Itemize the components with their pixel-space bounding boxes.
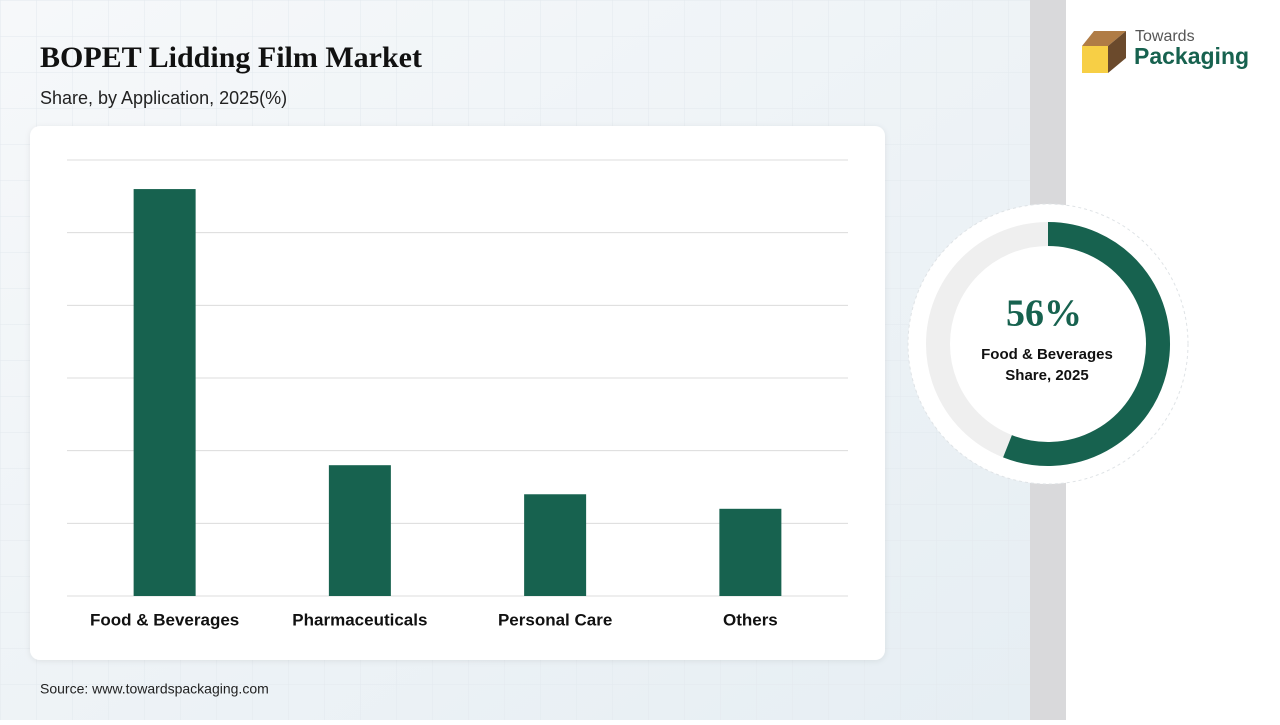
chart-card	[30, 126, 885, 660]
logo-top: Towards	[1135, 28, 1195, 45]
source: Source: www.towardspackaging.com	[40, 681, 269, 697]
donut-arc	[1003, 222, 1170, 466]
logo-box-side	[1108, 31, 1126, 73]
title: BOPET Lidding Film Market	[40, 41, 422, 74]
bar	[328, 465, 391, 596]
x-tick-label: Personal Care	[498, 610, 612, 629]
x-tick-label: Others	[723, 610, 778, 629]
bar	[133, 189, 196, 597]
logo-bottom: Packaging	[1134, 43, 1249, 69]
donut-label: Share, 2025	[1005, 367, 1088, 384]
logo-box-front	[1082, 46, 1108, 73]
x-tick-label: Pharmaceuticals	[292, 610, 427, 629]
logo-box-top	[1082, 31, 1126, 46]
logo: Towards Packaging	[1082, 28, 1249, 73]
donut-label: Food & Beverages	[981, 346, 1113, 363]
donut-value-label: 56%	[1006, 293, 1082, 335]
bar	[524, 494, 587, 596]
subtitle: Share, by Application, 2025(%)	[40, 88, 287, 108]
bar	[719, 508, 782, 596]
x-tick-label: Food & Beverages	[90, 610, 239, 629]
